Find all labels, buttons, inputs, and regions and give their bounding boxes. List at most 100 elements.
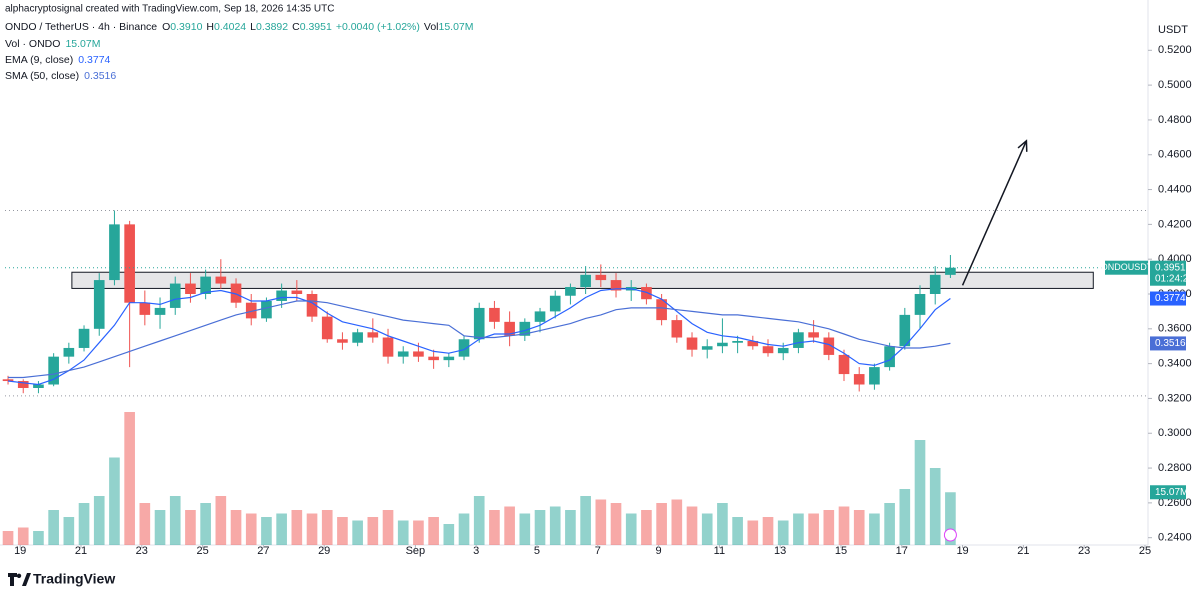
volume-bar (276, 513, 287, 545)
symbol-tag: ONDOUSDT (1101, 262, 1153, 272)
candle-body (17, 381, 29, 388)
volume-bar (17, 527, 29, 545)
candle-body (641, 287, 652, 300)
volume-bar (504, 506, 515, 545)
volume-bar (169, 496, 181, 545)
volume-label: Vol (424, 21, 439, 33)
price-tag: 0.3951 (1155, 262, 1186, 273)
candle-body (169, 283, 181, 308)
x-tick-label: 15 (835, 545, 847, 557)
x-tick-label: 29 (318, 545, 330, 557)
volume-bar (139, 503, 151, 545)
candle-body (124, 224, 135, 303)
volume-bar (397, 520, 409, 545)
volume-bar (291, 510, 303, 545)
volume-bar (610, 503, 622, 545)
volume-bar (701, 513, 713, 545)
y-tick-label: 0.4400 (1158, 183, 1192, 195)
ohlc-value: 0.3951 (300, 21, 332, 33)
ohlc-label: L (250, 21, 256, 33)
candle-body (565, 287, 576, 296)
candle-body (519, 321, 531, 336)
candle-body (352, 332, 363, 343)
candle-body (595, 274, 607, 281)
x-tick-label: 21 (1017, 545, 1029, 557)
x-tick-label: 23 (136, 545, 148, 557)
volume-bar (154, 510, 166, 545)
candle-body (276, 290, 287, 301)
y-tick-label: 0.3200 (1158, 392, 1192, 404)
candle-body (793, 332, 804, 348)
candle-body (747, 340, 759, 347)
volume-bar (458, 513, 470, 545)
x-tick-label: 21 (75, 545, 87, 557)
volume-bar (747, 520, 759, 545)
volume-bar (185, 510, 196, 545)
attribution: alphacryptosignal created with TradingVi… (5, 4, 334, 15)
candle-body (504, 321, 515, 336)
volume-bar (48, 510, 59, 545)
indicator-value: 0.3774 (78, 54, 110, 66)
indicator-name: Vol · ONDO (5, 38, 60, 50)
candle-body (63, 347, 75, 357)
indicator-tag: 0.3516 (1155, 338, 1186, 349)
candle-body (245, 302, 257, 319)
y-tick-label: 0.4200 (1158, 218, 1192, 230)
candle-body (154, 307, 166, 315)
y-tick-label: 0.5000 (1158, 79, 1192, 91)
sma-legend: SMA (50, close) 0.3516 (5, 70, 116, 82)
arrow-head (1017, 139, 1028, 152)
volume-bar (428, 517, 439, 545)
volume-bar (808, 513, 819, 545)
y-tick-label: 0.3600 (1158, 323, 1192, 335)
candle-body (139, 302, 151, 315)
candle-body (701, 346, 713, 350)
volume-bar (656, 503, 667, 545)
x-tick-label: Sep (406, 545, 426, 557)
volume-bar (124, 412, 135, 545)
symbol-legend: ONDO / TetherUS · 4h · Binance O0.3910 H0.… (5, 21, 474, 33)
x-tick-label: 25 (1139, 545, 1151, 557)
y-tick-label: 0.4600 (1158, 149, 1192, 161)
candle-body (945, 267, 956, 275)
y-tick-label: 0.4800 (1158, 114, 1192, 126)
candle-body (489, 307, 500, 322)
candle-body (808, 332, 819, 338)
candle-body (458, 339, 470, 357)
volume-bar (261, 517, 272, 545)
candle-body (109, 224, 120, 281)
ohlc-label: C (292, 21, 300, 33)
candle-body (717, 342, 728, 347)
candle-body (367, 332, 379, 338)
x-tick-label: 5 (534, 545, 540, 557)
candle-body (929, 274, 941, 294)
candle-body (382, 337, 394, 357)
volume-bar (869, 513, 880, 545)
candle-body (473, 307, 485, 340)
volume-bar (2, 531, 14, 545)
indicator-tag-bg (1150, 336, 1186, 351)
arrow-line (961, 140, 1028, 286)
volume-bar (93, 496, 105, 545)
volume-bar (853, 510, 865, 545)
candle-body (78, 328, 90, 348)
x-tick-label: 25 (196, 545, 208, 557)
candle-body (230, 283, 242, 303)
candle-body (610, 280, 622, 291)
countdown: 01:24:26 (1155, 273, 1194, 284)
x-tick-label: 19 (14, 545, 26, 557)
candle-body (671, 320, 683, 338)
brand: TradingView (33, 571, 115, 587)
x-tick-label: 23 (1078, 545, 1090, 557)
indicator-value: 0.3516 (84, 70, 116, 82)
candle-body (215, 276, 227, 284)
volume-bar (200, 503, 211, 545)
candle-body (2, 379, 14, 382)
candle-body (914, 293, 926, 315)
volume-bar (245, 513, 257, 545)
volume-bar (337, 517, 348, 545)
volume-bar (321, 510, 333, 545)
symbol: ONDO / TetherUS · 4h · Binance (5, 21, 157, 33)
ohlc-value: 0.4024 (214, 21, 246, 33)
ohlc-value: 0.3910 (170, 21, 202, 33)
